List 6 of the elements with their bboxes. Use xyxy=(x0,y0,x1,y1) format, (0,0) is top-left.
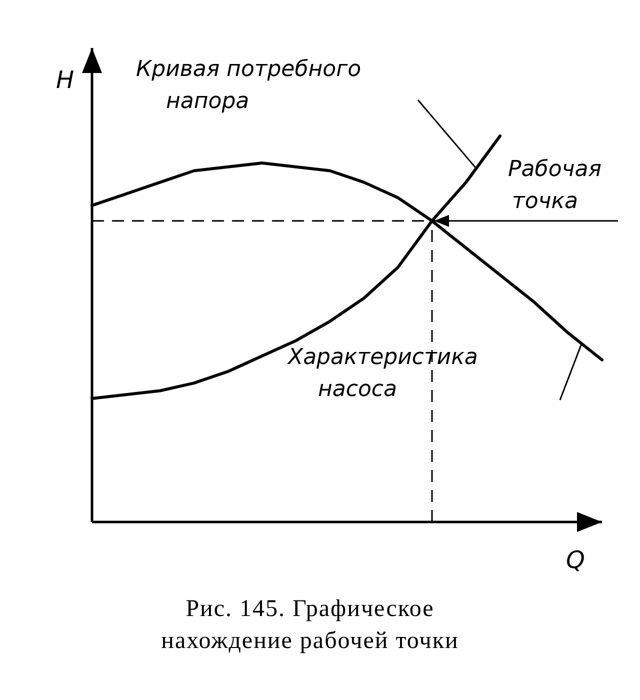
y-axis-title: H xyxy=(56,66,74,94)
text: Кривая потребного напора xyxy=(136,57,362,114)
text: Рис. 145. Графическое нахождение рабочей точки xyxy=(161,596,459,654)
x-axis-title: Q xyxy=(566,546,585,574)
annotation: Рабочая точка xyxy=(508,157,602,214)
annotation: Характеристика насоса xyxy=(287,345,478,402)
